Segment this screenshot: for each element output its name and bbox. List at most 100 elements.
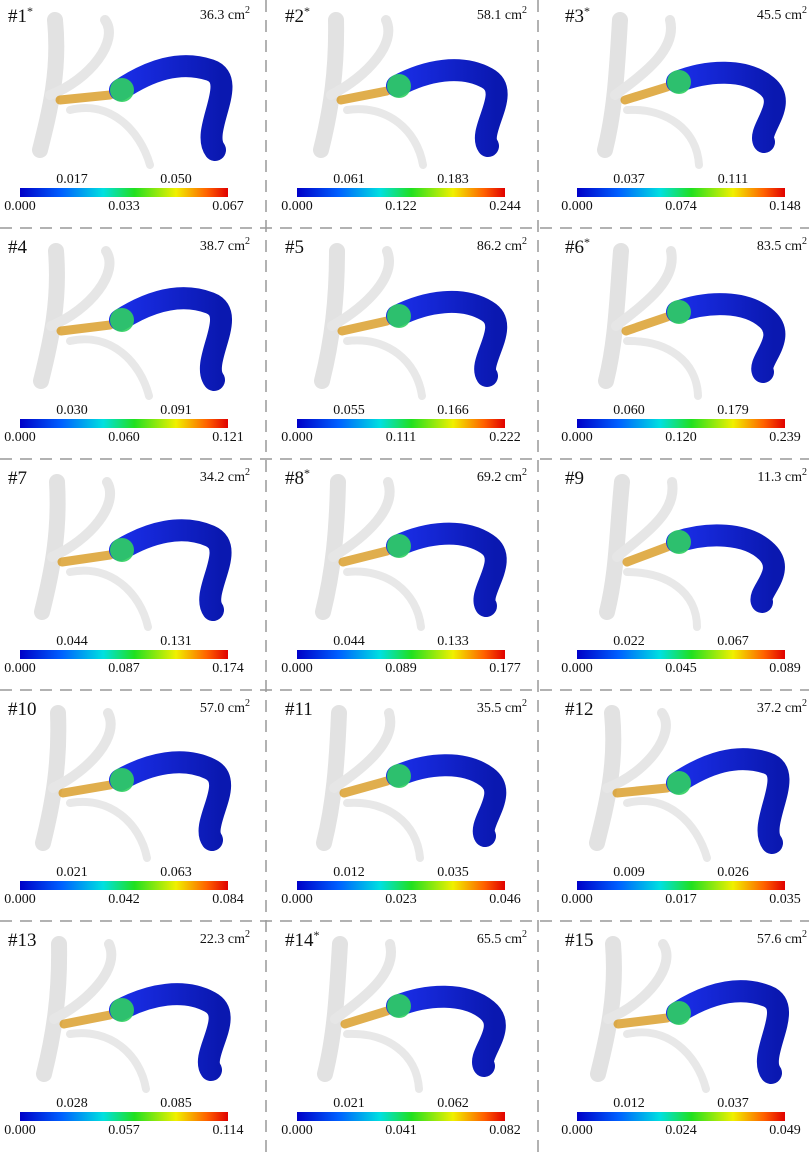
- vessel-hotspot: [336, 86, 392, 105]
- colorbar-tick-top: 0.055: [333, 403, 365, 418]
- vessel-neck: [110, 538, 134, 562]
- colorbar-tick-bottom: 0.000: [281, 1123, 313, 1138]
- vessel-neck: [387, 74, 411, 98]
- vessel-gray: [612, 477, 678, 562]
- label-text: #1: [8, 6, 27, 27]
- area-sup: 2: [245, 467, 250, 478]
- colorbar-tick-bottom: 0.148: [769, 199, 801, 214]
- area-sup: 2: [522, 236, 527, 247]
- vessel-gray: [47, 477, 116, 562]
- colorbar-tick-bottom: 0.222: [489, 430, 521, 445]
- colorbar: [20, 419, 228, 428]
- panel-label: #4: [8, 237, 28, 258]
- label-text: #12: [565, 699, 594, 720]
- area-text: 35.5 cm: [477, 701, 522, 716]
- vessel-hotspot: [340, 1006, 392, 1029]
- vessel-hotspot: [338, 546, 392, 567]
- panel: #15 57.6 cm2 0.012 0.037 0.000 0.024 0.049: [561, 929, 807, 1138]
- vessel-gray: [328, 477, 395, 562]
- area-sup: 2: [245, 698, 250, 709]
- label-sup: *: [584, 235, 590, 249]
- area-sup: 2: [802, 698, 807, 709]
- panel: #14* 65.5 cm2 0.021 0.062 0.000 0.041 0.082: [281, 928, 527, 1138]
- panel-label: #8*: [285, 466, 310, 490]
- colorbar-tick-bottom: 0.042: [108, 892, 140, 907]
- vessel-sac: [109, 287, 232, 391]
- area-sup: 2: [522, 698, 527, 709]
- vessel-neck: [110, 768, 134, 792]
- colorbar-tick-bottom: 0.244: [489, 199, 521, 214]
- colorbar-tick-bottom: 0.049: [769, 1123, 801, 1138]
- colorbar-tick-bottom: 0.000: [4, 1123, 36, 1138]
- colorbar: [297, 650, 505, 659]
- vessel-gray: [589, 705, 622, 851]
- vessel-gray: [623, 105, 703, 169]
- vessel-neck: [387, 304, 411, 328]
- label-text: #4: [8, 237, 28, 258]
- vessel-neck: [110, 78, 134, 102]
- panel: #9 11.3 cm2 0.022 0.067 0.000 0.045 0.089: [561, 467, 807, 676]
- area-label: 86.2 cm2: [477, 236, 527, 254]
- colorbar-tick-bottom: 0.000: [561, 430, 593, 445]
- vessel-neck: [667, 771, 691, 795]
- vessel-gray: [598, 243, 629, 389]
- panel: #3* 45.5 cm2 0.037 0.111 0.000 0.074 0.148: [561, 4, 807, 214]
- area-label: 36.3 cm2: [200, 5, 250, 23]
- panel-label: #2*: [285, 4, 310, 28]
- colorbar-tick-top: 0.037: [613, 172, 645, 187]
- area-sup: 2: [802, 236, 807, 247]
- vessel-gray: [343, 567, 425, 631]
- vessel-gray: [66, 104, 154, 169]
- panel-label: #14*: [285, 928, 320, 952]
- colorbar-tick-top: 0.179: [717, 403, 749, 418]
- area-label: 57.0 cm2: [200, 698, 250, 716]
- colorbar-tick-bottom: 0.045: [665, 661, 697, 676]
- area-text: 65.5 cm: [477, 932, 522, 947]
- colorbar-tick-top: 0.050: [160, 172, 192, 187]
- vessel-gray: [36, 936, 68, 1082]
- area-text: 58.1 cm: [477, 8, 522, 23]
- vessel-neck: [667, 70, 691, 94]
- vessel-gray: [316, 705, 347, 851]
- vessel-hotspot: [55, 90, 115, 105]
- colorbar: [577, 881, 785, 890]
- vessel-neck: [110, 308, 134, 332]
- label-text: #5: [285, 237, 304, 258]
- colorbar-tick-top: 0.063: [160, 865, 192, 880]
- label-text: #11: [285, 699, 313, 720]
- vessel-gray: [611, 246, 677, 331]
- colorbar-tick-bottom: 0.017: [665, 892, 697, 907]
- colorbar-tick-bottom: 0.046: [489, 892, 521, 907]
- colorbar-tick-bottom: 0.000: [4, 661, 36, 676]
- area-label: 22.3 cm2: [200, 929, 250, 947]
- label-text: #3: [565, 6, 584, 27]
- vessel-gray: [326, 15, 394, 100]
- vessel-gray: [329, 708, 396, 793]
- area-sup: 2: [245, 236, 250, 247]
- area-label: 11.3 cm2: [757, 467, 807, 485]
- vessel-neck: [387, 994, 411, 1018]
- colorbar-tick-bottom: 0.082: [489, 1123, 521, 1138]
- vessel-sac: [109, 751, 232, 851]
- panel-label: #13: [8, 930, 37, 951]
- colorbar-tick-bottom: 0.087: [108, 661, 140, 676]
- colorbar-tick-bottom: 0.024: [665, 1123, 697, 1138]
- panel: #12 37.2 cm2 0.009 0.026 0.000 0.017 0.035: [561, 698, 807, 907]
- vessel-gray: [317, 936, 348, 1082]
- vessel-gray: [343, 336, 426, 400]
- vessel-gray: [602, 708, 671, 793]
- colorbar-tick-bottom: 0.000: [281, 892, 313, 907]
- vessel-gray: [343, 1029, 423, 1093]
- area-text: 34.2 cm: [200, 470, 245, 485]
- colorbar-tick-bottom: 0.035: [769, 892, 801, 907]
- vessel-gray: [313, 12, 345, 158]
- colorbar-tick-top: 0.091: [160, 403, 192, 418]
- colorbar-tick-top: 0.037: [717, 1096, 749, 1111]
- label-text: #9: [565, 468, 584, 489]
- area-text: 38.7 cm: [200, 239, 245, 254]
- area-label: 35.5 cm2: [477, 698, 527, 716]
- vessel-gray: [66, 1029, 150, 1093]
- panel-label: #6*: [565, 235, 590, 259]
- label-text: #14: [285, 930, 314, 951]
